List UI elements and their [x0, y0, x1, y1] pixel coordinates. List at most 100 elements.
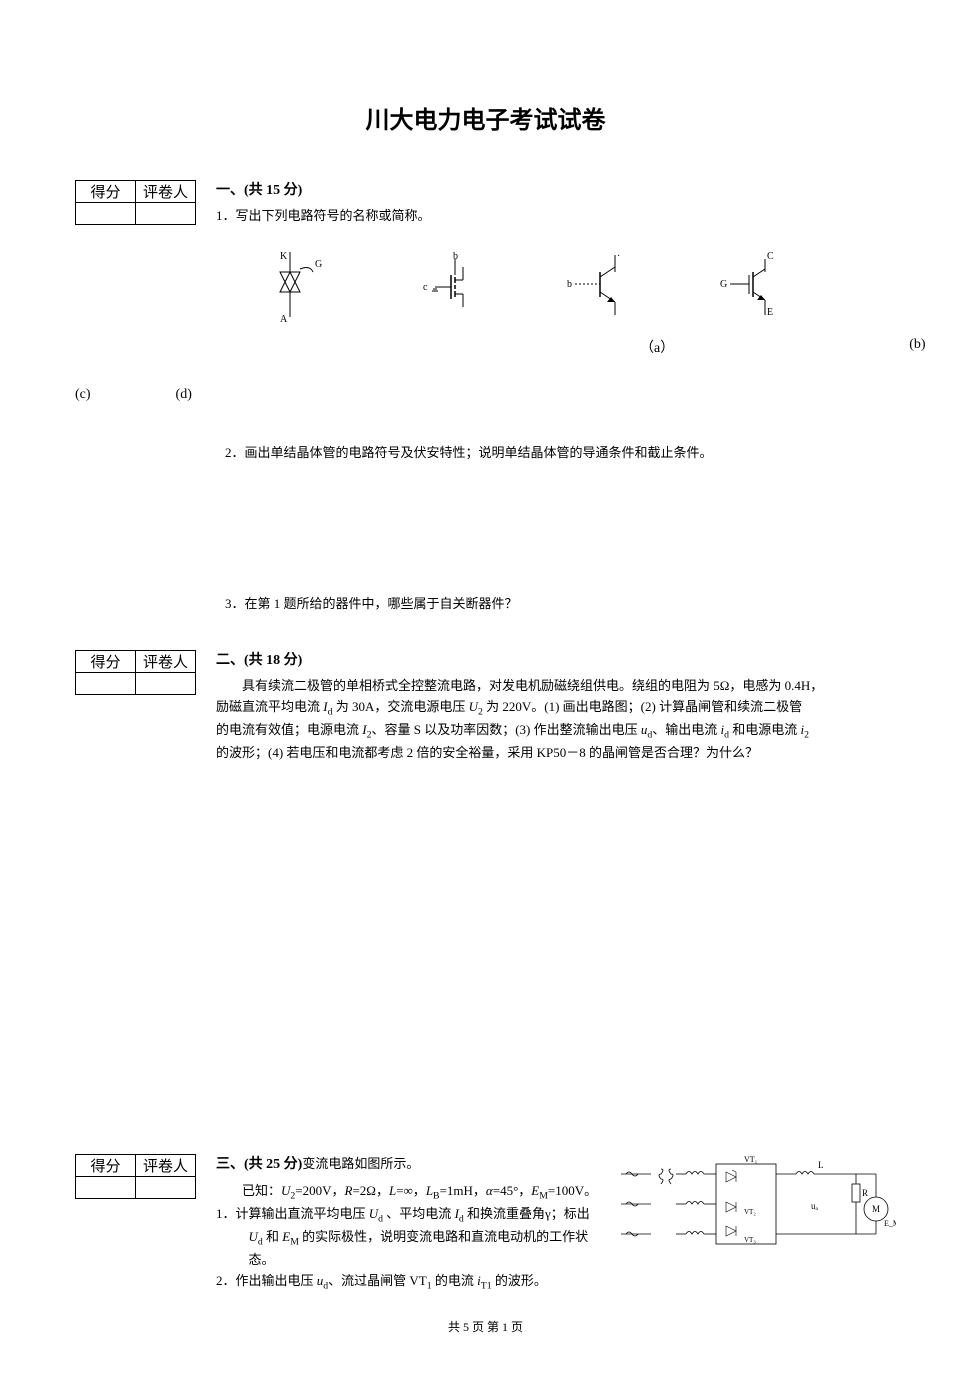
score-table-3: 得分 评卷人: [75, 1154, 196, 1199]
EM-label: E_M: [884, 1219, 896, 1228]
grader-header-3: 评卷人: [136, 1155, 196, 1177]
q3-g-EMs: M: [539, 1190, 548, 1201]
page-footer: 共 5 页 第 1 页: [0, 1318, 971, 1335]
q2-b3-mid: 、容量 S 以及功率因数；(3) 作出整流输出电压: [371, 722, 640, 737]
q2-b2-pre: 励磁直流平均电流: [216, 699, 323, 714]
q3-i2-pre: 作出输出电压: [236, 1273, 317, 1288]
q3-g-alphav: =45°，: [493, 1183, 532, 1198]
label-c-b: c: [423, 282, 428, 293]
q1-content: 一、(共 15 分) 1．写出下列电路符号的名称或简称。: [216, 180, 896, 227]
q2-U2: U: [469, 699, 478, 714]
q2-b2-mid1: 为 30A，交流电源电压: [332, 699, 468, 714]
grader-cell-2: [136, 672, 196, 694]
page-title: 川大电力电子考试试卷: [75, 100, 896, 135]
label-d: (d): [176, 387, 192, 403]
q3-g-Lv: =∞，: [396, 1183, 426, 1198]
label-b: (b): [909, 337, 925, 357]
label-G-d: G: [720, 279, 727, 290]
label-b-c: b: [567, 279, 572, 290]
q2-b2-post: 为 220V。(1) 画出电路图；(2) 计算晶闸管和续流二极管: [483, 699, 802, 714]
diagram-d: C G E: [705, 247, 795, 327]
q3-i1-m1: 、平均电流: [383, 1206, 455, 1221]
grader-cell-3: [136, 1177, 196, 1199]
q2-section-title: 二、(共 18 分): [216, 653, 302, 668]
spacer-1: [75, 464, 896, 594]
q1-item3: 3．在第 1 题所给的器件中，哪些属于自关断器件？: [225, 594, 896, 615]
q3-g-alpha: α: [486, 1183, 493, 1198]
q2-b3-mid2: 、输出电流: [652, 722, 720, 737]
question-3-block: 得分 评卷人 三、(共 25 分)变流电路如图所示。 已知：U2=200V，R=…: [75, 1154, 896, 1294]
q3-circuit-diagram: VT₁ VT₂ VT₃ L R uₐ M E_M: [616, 1154, 896, 1254]
q3-i1b-mid: 和: [263, 1229, 283, 1244]
diagram-a: K G A: [255, 247, 345, 327]
q3-i1-m2: 和换流重叠角γ；标出: [464, 1206, 590, 1221]
q3-g-pre: 已知：: [242, 1183, 281, 1198]
q3-item1: 1．计算输出直流平均电压 Ud 、平均电流 Id 和换流重叠角γ；标出: [216, 1204, 606, 1227]
score-cell: [76, 203, 136, 225]
R-label: R: [862, 1188, 868, 1198]
q1-section-title: 一、(共 15 分): [216, 183, 302, 198]
q3-g-U2v: =200V，: [295, 1183, 344, 1198]
q3-i1-pre: 计算输出直流平均电压: [236, 1206, 369, 1221]
ud-label: uₐ: [811, 1201, 819, 1211]
spacer-3: [75, 774, 896, 1154]
diagram-c: b ·: [555, 247, 645, 327]
q3-g-LB: L: [426, 1183, 433, 1198]
circuit-diagrams-row: K G A b c b · C: [225, 247, 825, 327]
score-table-2: 得分 评卷人: [75, 650, 196, 695]
question-1-block: 得分 评卷人 一、(共 15 分) 1．写出下列电路符号的名称或简称。: [75, 180, 896, 227]
q3-i2-post: 的波形。: [492, 1273, 547, 1288]
label-G-a: G: [315, 259, 322, 270]
q3-g-EMv: =100V。: [548, 1183, 597, 1198]
score-header-2: 得分: [76, 650, 136, 672]
spacer-2: [75, 615, 896, 650]
q3-section-tail: 变流电路如图所示。: [302, 1156, 419, 1171]
q2-body4: 的波形；(4) 若电压和电流都考虑 2 倍的安全裕量，采用 KP50－8 的晶闸…: [216, 745, 758, 760]
q3-item2: 2．作出输出电压 ud、流过晶闸管 VT1 的电流 iT1 的波形。: [216, 1271, 606, 1294]
question-2-block: 得分 评卷人 二、(共 18 分) 具有续流二极管的单相桥式全控整流电路，对发电…: [75, 650, 896, 764]
q2-b3-pre: 的电流有效值；电源电流: [216, 722, 362, 737]
q3-i1b-post: 的实际极性，说明变流电路和直流电动机的工作状态。: [249, 1229, 589, 1267]
q1-item2: 2．画出单结晶体管的电路符号及伏安特性；说明单结晶体管的导通条件和截止条件。: [225, 443, 896, 464]
vt2-label: VT₂: [744, 1208, 756, 1216]
label-E-d: E: [767, 307, 773, 318]
label-C-d: C: [767, 251, 774, 262]
vt3-label: VT₃: [744, 1236, 756, 1244]
grader-cell: [136, 203, 196, 225]
diagram-b: b c: [405, 247, 495, 327]
q2-body: 具有续流二极管的单相桥式全控整流电路，对发电机励磁绕组供电。绕组的电阻为 5Ω，…: [216, 676, 896, 764]
label-c: (c): [75, 387, 91, 403]
score-header: 得分: [76, 181, 136, 203]
q3-given: 已知：U2=200V，R=2Ω，L=∞，LB=1mH，α=45°，EM=100V…: [216, 1181, 606, 1204]
q3-i1b-Ud: U: [249, 1229, 258, 1244]
q2-content: 二、(共 18 分) 具有续流二极管的单相桥式全控整流电路，对发电机励磁绕组供电…: [216, 650, 896, 764]
q3-g-Rv: =2Ω，: [352, 1183, 389, 1198]
label-K: K: [280, 251, 288, 262]
grader-header-2: 评卷人: [136, 650, 196, 672]
score-cell-3: [76, 1177, 136, 1199]
q3-i2-mid: 、流过晶闸管 VT: [328, 1273, 427, 1288]
q2-b3-mid3: 和电源电流: [729, 722, 801, 737]
q3-i1b-EMs: M: [290, 1237, 299, 1248]
label-a: （a）: [640, 337, 674, 357]
L-label: L: [818, 1160, 824, 1170]
q3-section-title: 三、(共 25 分): [216, 1157, 302, 1172]
label-A-a: A: [280, 314, 288, 325]
q3-item1b: Ud 和 EM 的实际极性，说明变流电路和直流电动机的工作状态。: [216, 1227, 606, 1271]
score-header-3: 得分: [76, 1155, 136, 1177]
q3-i2-mid2: 的电流: [432, 1273, 478, 1288]
q3-i2-num: 2．: [216, 1273, 236, 1288]
q3-g-LBv: =1mH，: [440, 1183, 486, 1198]
q3-content: 三、(共 25 分)变流电路如图所示。 已知：U2=200V，R=2Ω，L=∞，…: [216, 1154, 606, 1294]
labels-row-1: （a） (b): [75, 337, 896, 357]
q3-g-U2: U: [281, 1183, 290, 1198]
vt1-label: VT₁: [744, 1155, 758, 1164]
score-cell-2: [76, 672, 136, 694]
q1-item1: 1．写出下列电路符号的名称或简称。: [216, 206, 896, 227]
q3-i1-num: 1．: [216, 1206, 236, 1221]
labels-row-2: (c) (d): [75, 387, 896, 403]
q3-flex: 三、(共 25 分)变流电路如图所示。 已知：U2=200V，R=2Ω，L=∞，…: [216, 1154, 896, 1294]
q2-i2-sub: 2: [804, 730, 809, 741]
q3-i2-iTs: T1: [481, 1280, 492, 1291]
label-top-c: ·: [617, 251, 620, 262]
